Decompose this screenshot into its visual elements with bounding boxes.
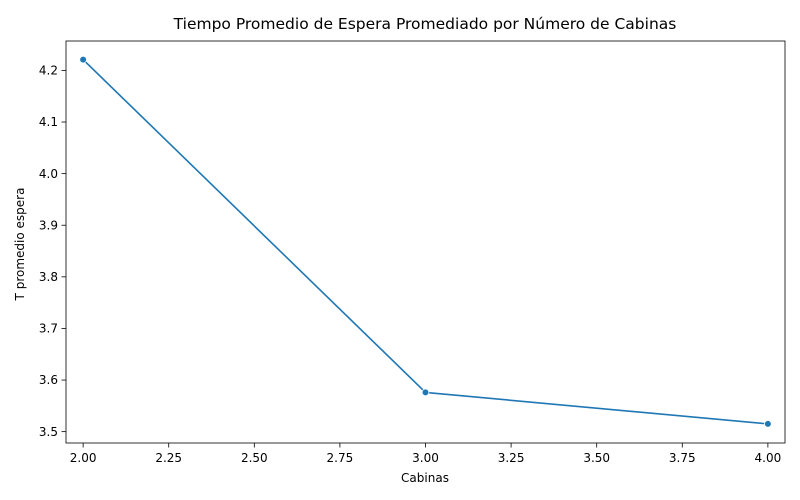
x-axis-label: Cabinas — [401, 471, 449, 485]
x-tick-label: 3.25 — [498, 451, 525, 465]
plot-layer: 2.00 2.25 2.50 2.75 3.00 3.25 3.50 3.75 4.00 3.5 3… — [39, 40, 786, 465]
y-tick-label: 4.1 — [39, 115, 58, 129]
x-tick-label: 3.75 — [669, 451, 696, 465]
data-point — [764, 420, 772, 428]
y-tick-label: 3.5 — [39, 425, 58, 439]
y-tick-label: 3.7 — [39, 322, 58, 336]
x-tick-label: 2.50 — [241, 451, 268, 465]
y-tick-label: 3.8 — [39, 270, 58, 284]
y-tick-label: 3.6 — [39, 373, 58, 387]
y-axis-label: T promedio espera — [13, 188, 27, 302]
x-tick-label: 4.00 — [755, 451, 782, 465]
plot-frame — [65, 40, 786, 444]
y-tick-label: 3.9 — [39, 218, 58, 232]
x-tick-label: 3.50 — [583, 451, 610, 465]
y-tick-label: 4.0 — [39, 167, 58, 181]
x-tick-label: 2.75 — [327, 451, 354, 465]
data-point — [79, 55, 87, 64]
data-point — [421, 388, 430, 397]
x-tick-label: 3.00 — [412, 451, 439, 465]
x-tick-label: 2.00 — [70, 451, 97, 465]
x-tick-label: 2.25 — [155, 451, 182, 465]
chart-title: Tiempo Promedio de Espera Promediado por… — [173, 15, 677, 33]
y-tick-label: 4.2 — [39, 64, 58, 78]
